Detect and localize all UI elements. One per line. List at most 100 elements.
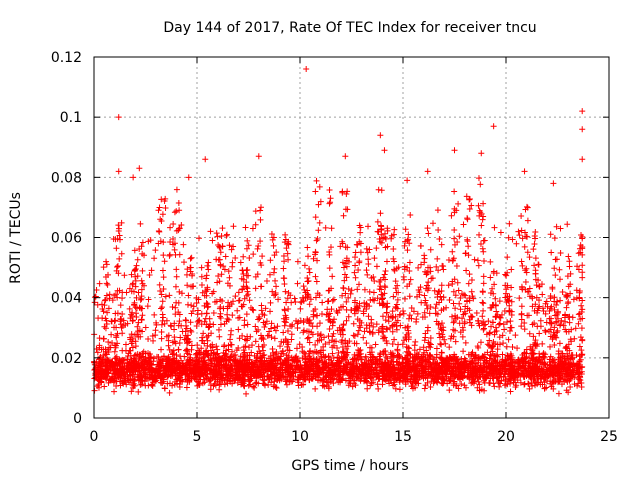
data-point — [227, 336, 234, 343]
data-point — [184, 266, 191, 273]
data-point — [241, 382, 248, 389]
data-point — [164, 380, 171, 387]
data-point — [236, 297, 243, 304]
data-point — [237, 359, 244, 366]
data-point — [339, 327, 346, 334]
data-point — [158, 346, 165, 353]
data-point — [126, 368, 133, 375]
data-point — [165, 342, 172, 349]
data-point — [417, 242, 424, 249]
data-point — [221, 266, 228, 273]
data-point — [400, 368, 407, 375]
data-point — [265, 381, 272, 388]
data-point — [554, 309, 561, 316]
data-point — [261, 377, 268, 384]
data-point — [339, 292, 346, 299]
data-point — [396, 353, 403, 360]
data-point — [366, 288, 373, 295]
data-point — [132, 283, 139, 290]
data-point — [486, 337, 493, 344]
data-point — [336, 307, 343, 314]
data-point — [312, 273, 319, 280]
data-point — [496, 321, 503, 328]
data-point — [347, 290, 354, 297]
data-point — [291, 295, 298, 302]
data-point — [523, 346, 530, 353]
data-point — [484, 349, 491, 356]
data-point — [297, 305, 304, 312]
data-point — [181, 353, 188, 360]
data-point — [344, 343, 351, 350]
data-point — [143, 375, 150, 382]
data-point — [447, 335, 454, 342]
data-point — [361, 378, 368, 385]
data-point — [194, 342, 201, 349]
data-point — [451, 361, 458, 368]
data-point — [186, 377, 193, 384]
data-point — [345, 313, 352, 320]
data-point — [124, 320, 131, 327]
data-point — [252, 323, 259, 330]
data-point — [425, 230, 432, 237]
data-point — [149, 381, 156, 388]
data-point — [240, 380, 247, 387]
data-point — [505, 234, 512, 241]
data-point — [309, 323, 316, 330]
data-point — [526, 330, 533, 337]
data-point — [396, 311, 403, 318]
data-point — [526, 385, 533, 392]
data-point — [267, 357, 274, 364]
data-point — [121, 369, 128, 376]
data-point — [345, 382, 352, 389]
data-point — [97, 375, 104, 382]
data-point — [461, 318, 468, 325]
data-point — [194, 307, 201, 314]
data-point — [138, 277, 145, 284]
data-point — [195, 347, 202, 354]
data-point — [577, 356, 584, 363]
data-point — [183, 384, 190, 391]
data-point — [349, 383, 356, 390]
data-point — [149, 333, 156, 340]
data-point — [310, 365, 317, 372]
data-point — [174, 375, 181, 382]
data-point — [137, 296, 144, 303]
data-point — [547, 231, 554, 238]
data-point — [138, 286, 145, 293]
data-point — [557, 225, 564, 232]
data-point — [426, 343, 433, 350]
data-point — [299, 355, 306, 362]
data-point — [396, 386, 403, 393]
data-point — [384, 372, 391, 379]
data-point — [438, 355, 445, 362]
data-point — [179, 369, 186, 376]
data-point — [150, 367, 157, 374]
data-point — [310, 255, 317, 262]
data-point — [416, 356, 423, 363]
data-point — [532, 382, 539, 389]
data-point — [152, 327, 159, 334]
data-point — [295, 379, 302, 386]
data-point — [529, 346, 536, 353]
data-point — [394, 296, 401, 303]
data-point — [547, 353, 554, 360]
data-point — [370, 289, 377, 296]
data-point — [353, 360, 360, 367]
data-point — [484, 341, 491, 348]
data-point — [452, 360, 459, 367]
data-point — [364, 385, 371, 392]
data-point — [328, 225, 335, 232]
data-point — [446, 297, 453, 304]
data-point — [372, 341, 379, 348]
data-point — [333, 307, 340, 314]
data-point — [216, 370, 223, 377]
data-point — [451, 378, 458, 385]
data-point — [558, 317, 565, 324]
data-point — [575, 320, 582, 327]
data-point — [536, 330, 543, 337]
data-point — [194, 382, 201, 389]
data-point — [335, 349, 342, 356]
data-point — [461, 308, 468, 315]
data-point — [542, 310, 549, 317]
data-point — [542, 374, 549, 381]
